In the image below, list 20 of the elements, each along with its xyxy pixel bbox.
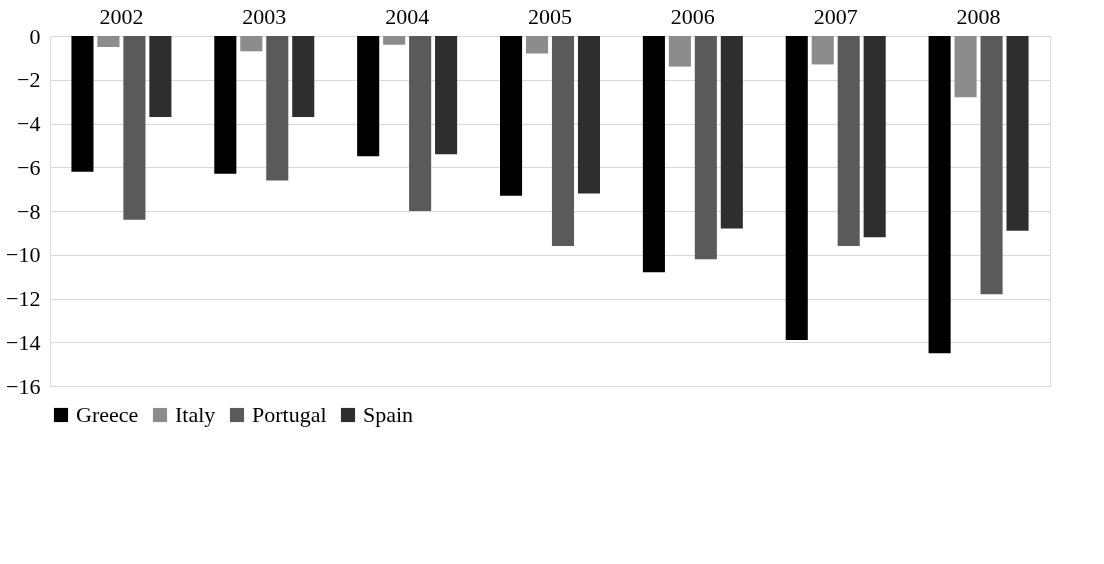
y-tick-label: 0 xyxy=(29,23,41,49)
y-tick-label: −8 xyxy=(17,198,41,224)
x-tick-label: 2006 xyxy=(670,3,715,29)
x-tick-label: 2003 xyxy=(242,3,287,29)
legend-label: Spain xyxy=(363,402,414,427)
legend-label: Italy xyxy=(175,402,216,427)
y-tick-label: −6 xyxy=(17,154,41,180)
y-tick-label: −16 xyxy=(6,373,41,399)
y-tick-label: −10 xyxy=(6,242,41,268)
y-tick-label: −14 xyxy=(6,329,41,355)
x-tick-label: 2005 xyxy=(528,3,572,29)
legend-label: Greece xyxy=(76,402,139,427)
y-tick-label: −12 xyxy=(6,286,41,311)
x-tick-label: 2008 xyxy=(956,3,1001,29)
y-tick-label: −4 xyxy=(17,111,41,136)
x-tick-label: 2004 xyxy=(385,3,430,29)
x-tick-label: 2007 xyxy=(813,3,858,29)
x-tick-label: 2002 xyxy=(99,3,144,29)
y-tick-label: −2 xyxy=(17,67,41,93)
legend-label: Portugal xyxy=(252,402,327,427)
